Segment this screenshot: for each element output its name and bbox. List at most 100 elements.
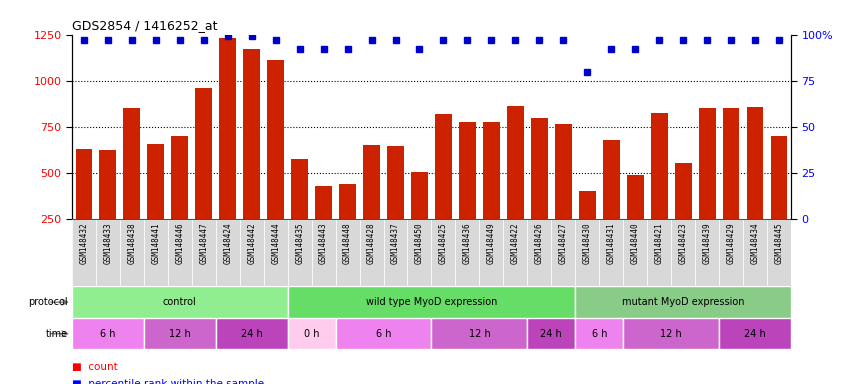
- Bar: [124, 108, 140, 219]
- Bar: [527, 219, 552, 286]
- Bar: [431, 318, 527, 349]
- Bar: [387, 146, 404, 219]
- Text: GSM148432: GSM148432: [80, 223, 88, 264]
- Bar: [531, 118, 547, 219]
- Bar: [244, 49, 260, 219]
- Bar: [435, 114, 452, 219]
- Bar: [431, 219, 455, 286]
- Text: GDS2854 / 1416252_at: GDS2854 / 1416252_at: [72, 19, 217, 32]
- Text: mutant MyoD expression: mutant MyoD expression: [622, 297, 744, 307]
- Bar: [363, 146, 380, 219]
- Text: 6 h: 6 h: [376, 329, 391, 339]
- Bar: [360, 219, 383, 286]
- Bar: [120, 219, 144, 286]
- Text: GSM148425: GSM148425: [439, 223, 448, 264]
- Bar: [219, 38, 236, 219]
- Text: GSM148431: GSM148431: [607, 223, 616, 264]
- Bar: [216, 219, 239, 286]
- Text: time: time: [46, 329, 68, 339]
- Bar: [455, 219, 480, 286]
- Bar: [339, 184, 356, 219]
- Text: GSM148437: GSM148437: [391, 223, 400, 264]
- Text: GSM148422: GSM148422: [511, 223, 519, 264]
- Bar: [264, 219, 288, 286]
- Bar: [624, 219, 647, 286]
- Text: 6 h: 6 h: [100, 329, 116, 339]
- Bar: [96, 219, 120, 286]
- Text: GSM148426: GSM148426: [535, 223, 544, 264]
- Bar: [747, 107, 763, 219]
- Text: 6 h: 6 h: [591, 329, 607, 339]
- Text: GSM148439: GSM148439: [703, 223, 711, 264]
- Text: 24 h: 24 h: [541, 329, 563, 339]
- Bar: [483, 122, 500, 219]
- Bar: [311, 219, 336, 286]
- Bar: [675, 163, 691, 219]
- Bar: [603, 140, 619, 219]
- Text: control: control: [163, 297, 196, 307]
- Bar: [575, 286, 791, 318]
- Text: GSM148424: GSM148424: [223, 223, 232, 264]
- Bar: [383, 219, 408, 286]
- Bar: [722, 108, 739, 219]
- Text: GSM148433: GSM148433: [103, 223, 113, 264]
- Bar: [288, 219, 311, 286]
- Bar: [743, 219, 767, 286]
- Text: protocol: protocol: [28, 297, 68, 307]
- Bar: [72, 318, 144, 349]
- Text: GSM148440: GSM148440: [631, 223, 640, 264]
- Bar: [695, 219, 719, 286]
- Bar: [671, 219, 695, 286]
- Bar: [575, 318, 624, 349]
- Text: GSM148443: GSM148443: [319, 223, 328, 264]
- Bar: [552, 219, 575, 286]
- Text: GSM148448: GSM148448: [343, 223, 352, 264]
- Bar: [624, 318, 719, 349]
- Bar: [239, 219, 264, 286]
- Text: ■  count: ■ count: [72, 362, 118, 372]
- Text: GSM148441: GSM148441: [151, 223, 160, 264]
- Bar: [336, 318, 431, 349]
- Bar: [411, 172, 428, 219]
- Bar: [316, 186, 332, 219]
- Bar: [647, 219, 671, 286]
- Bar: [291, 159, 308, 219]
- Text: GSM148429: GSM148429: [727, 223, 735, 264]
- Bar: [147, 144, 164, 219]
- Bar: [336, 219, 360, 286]
- Bar: [144, 219, 168, 286]
- Bar: [579, 190, 596, 219]
- Bar: [767, 219, 791, 286]
- Text: ■  percentile rank within the sample: ■ percentile rank within the sample: [72, 379, 264, 384]
- Text: 0 h: 0 h: [304, 329, 319, 339]
- Text: GSM148449: GSM148449: [487, 223, 496, 264]
- Text: GSM148436: GSM148436: [463, 223, 472, 264]
- Bar: [719, 318, 791, 349]
- Bar: [627, 175, 644, 219]
- Text: GSM148446: GSM148446: [175, 223, 184, 264]
- Text: GSM148434: GSM148434: [750, 223, 760, 264]
- Bar: [771, 136, 788, 219]
- Text: GSM148428: GSM148428: [367, 223, 376, 264]
- Text: 12 h: 12 h: [469, 329, 491, 339]
- Bar: [144, 318, 216, 349]
- Bar: [288, 318, 336, 349]
- Bar: [503, 219, 527, 286]
- Text: GSM148447: GSM148447: [200, 223, 208, 264]
- Bar: [195, 88, 212, 219]
- Bar: [408, 219, 431, 286]
- Bar: [100, 150, 116, 219]
- Text: GSM148444: GSM148444: [272, 223, 280, 264]
- Bar: [651, 113, 667, 219]
- Text: GSM148435: GSM148435: [295, 223, 304, 264]
- Bar: [172, 136, 188, 219]
- Bar: [507, 106, 524, 219]
- Text: 12 h: 12 h: [169, 329, 190, 339]
- Text: GSM148427: GSM148427: [559, 223, 568, 264]
- Bar: [72, 286, 288, 318]
- Bar: [192, 219, 216, 286]
- Text: GSM148438: GSM148438: [128, 223, 136, 264]
- Bar: [555, 124, 572, 219]
- Text: 24 h: 24 h: [241, 329, 262, 339]
- Text: GSM148445: GSM148445: [775, 223, 783, 264]
